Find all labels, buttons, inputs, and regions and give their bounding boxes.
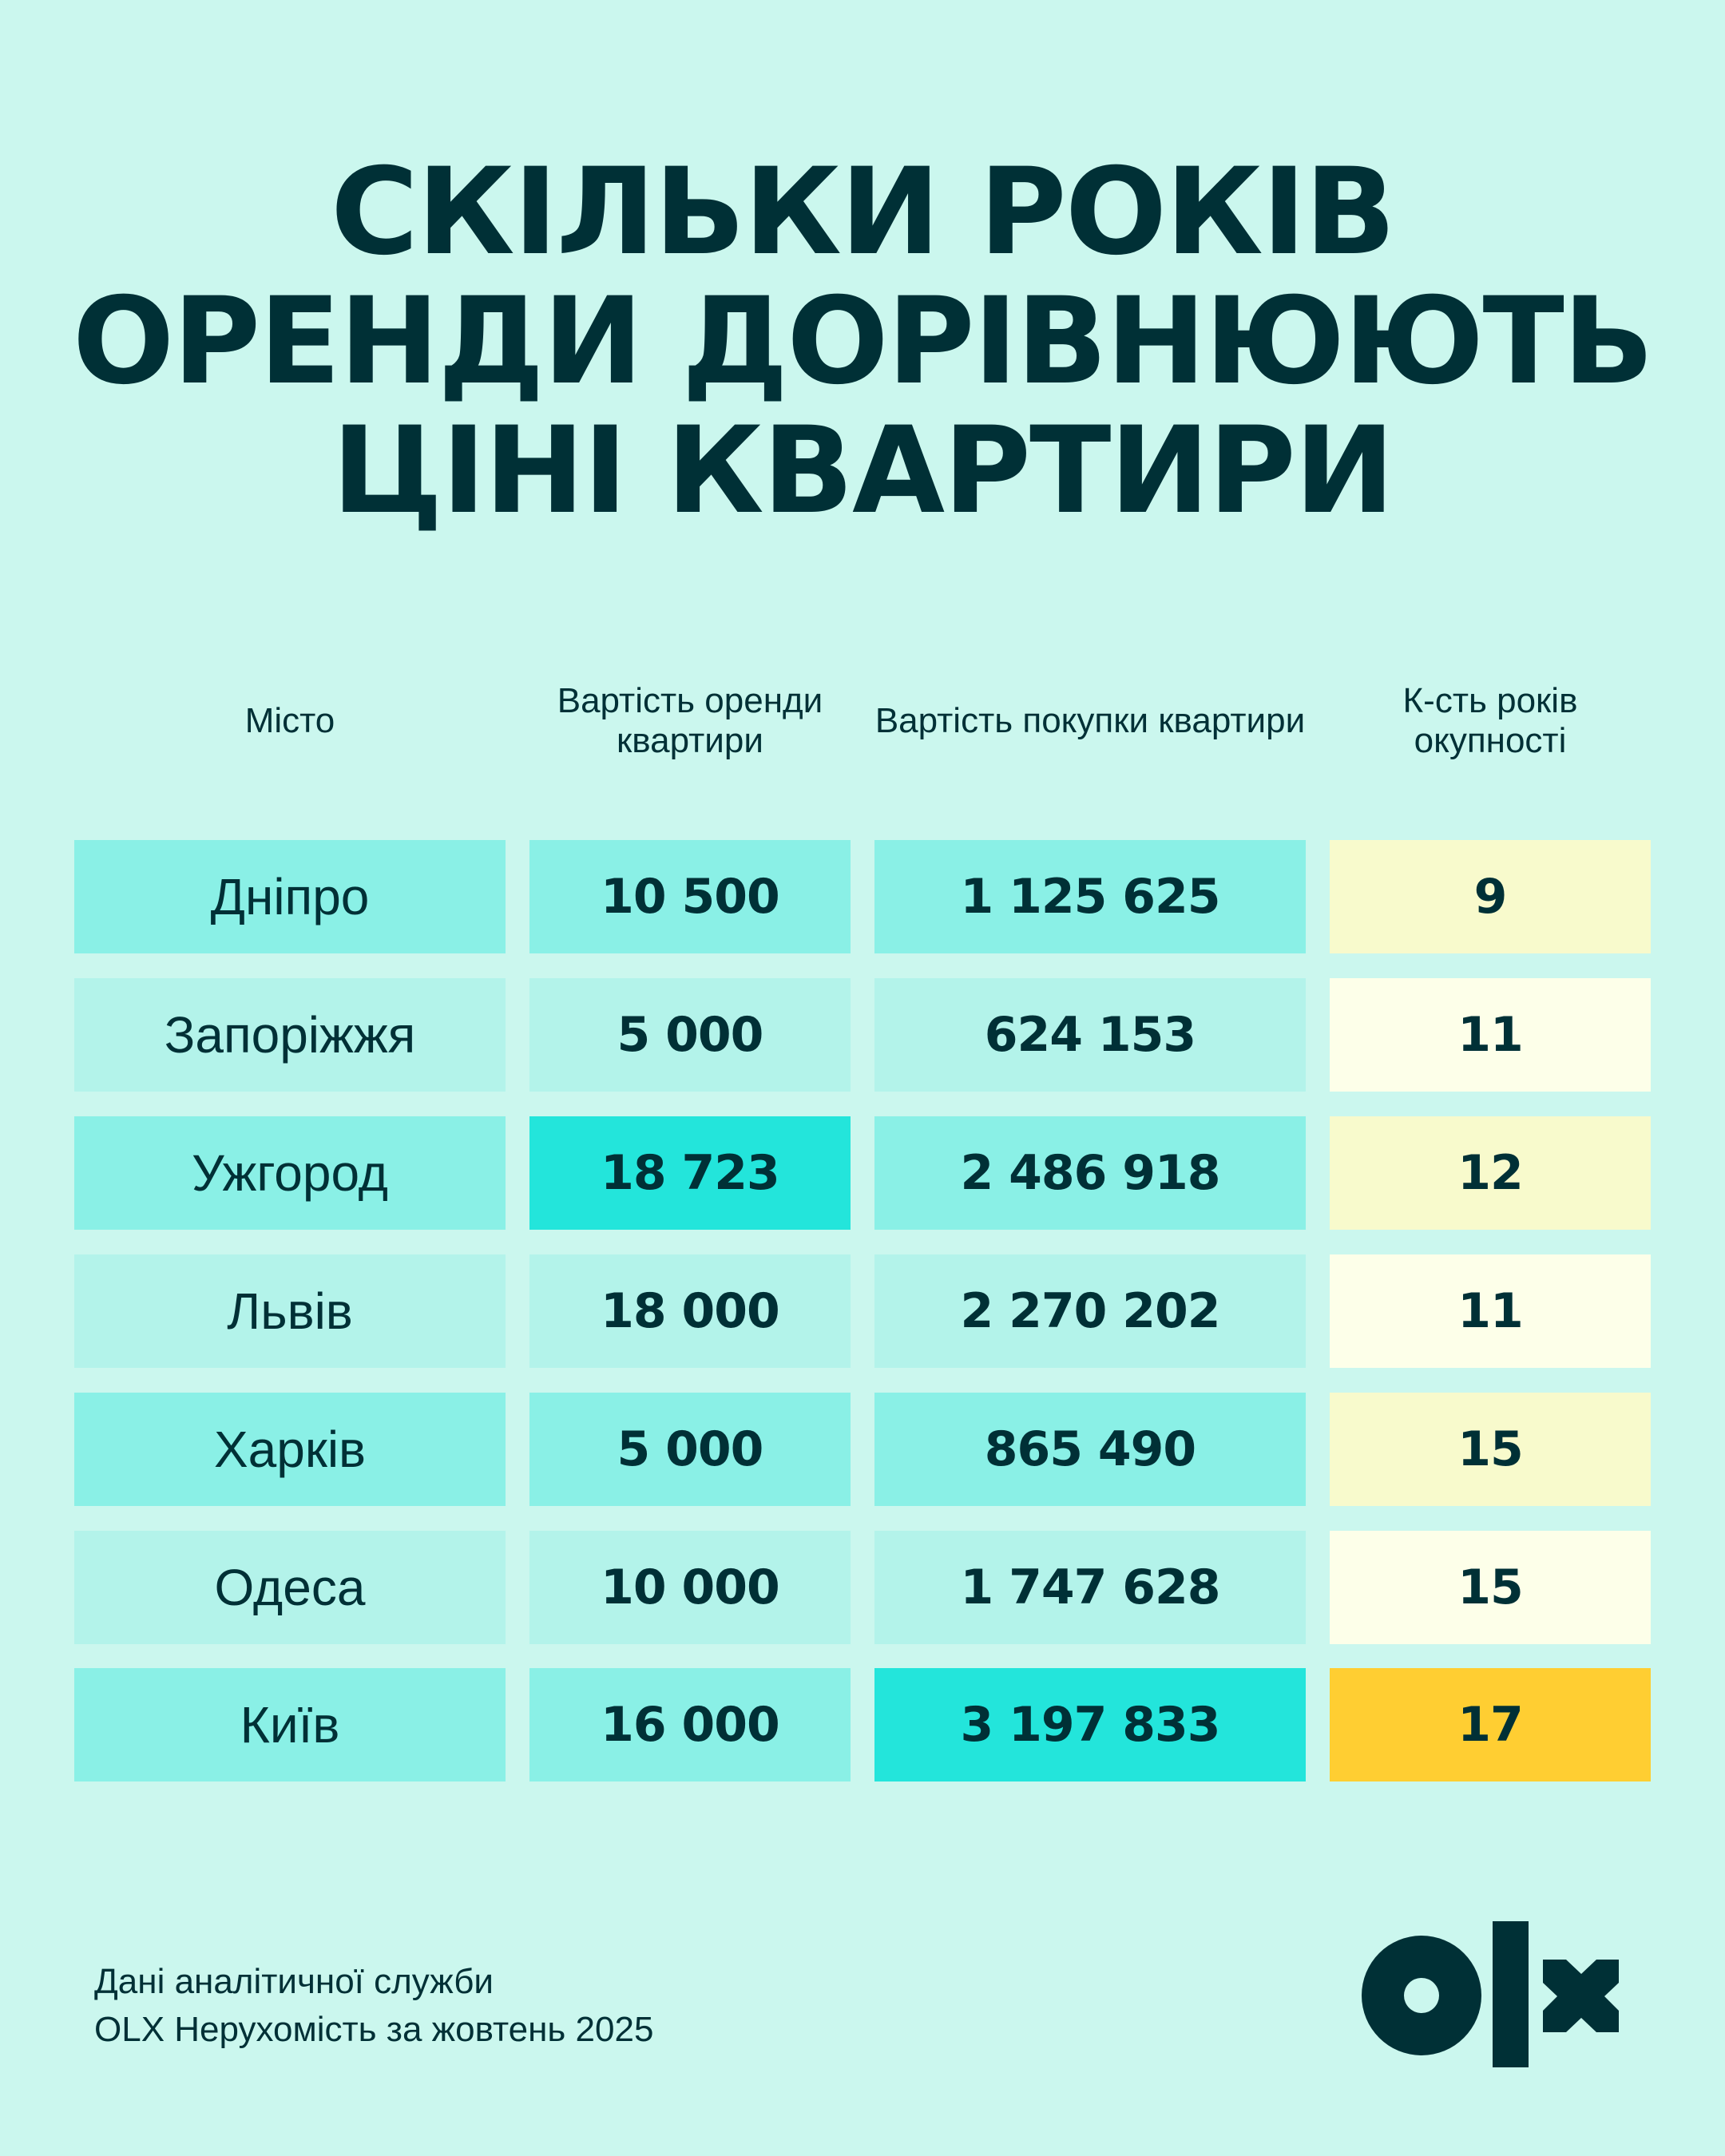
cell-city: Харків [74, 1393, 506, 1506]
page-title: СКІЛЬКИ РОКІВ ОРЕНДИ ДОРІВНЮЮТЬ ЦІНІ КВА… [0, 148, 1725, 536]
cell-rent: 5 000 [529, 978, 851, 1092]
cell-rent: 16 000 [529, 1668, 851, 1781]
table-row: Львів 18 000 2 270 202 11 [0, 1254, 1725, 1368]
cell-years-highlight: 17 [1330, 1668, 1651, 1781]
table-row: Харків 5 000 865 490 15 [0, 1393, 1725, 1506]
cell-city: Дніпро [74, 840, 506, 953]
cell-price: 1 747 628 [874, 1531, 1306, 1644]
header-city: Місто [244, 701, 335, 740]
cell-rent-highlight: 18 723 [529, 1116, 851, 1230]
title-line-1: СКІЛЬКИ РОКІВ [331, 143, 1396, 282]
cell-city: Одеса [74, 1531, 506, 1644]
title-line-3: ЦІНІ КВАРТИРИ [331, 402, 1395, 541]
cell-years: 15 [1330, 1531, 1651, 1644]
header-years: К-сть років окупності [1402, 681, 1578, 760]
table-row: Дніпро 10 500 1 125 625 9 [0, 840, 1725, 953]
cell-price: 865 490 [874, 1393, 1306, 1506]
cell-years: 12 [1330, 1116, 1651, 1230]
cell-city: Ужгород [74, 1116, 506, 1230]
olx-logo-icon [1362, 1919, 1619, 2068]
title-line-2: ОРЕНДИ ДОРІВНЮЮТЬ [72, 272, 1654, 411]
table-row: Київ 16 000 3 197 833 17 [0, 1668, 1725, 1781]
source-line-2: OLX Нерухомість за жовтень 2025 [94, 2010, 654, 2049]
cell-years: 15 [1330, 1393, 1651, 1506]
table-row: Ужгород 18 723 2 486 918 12 [0, 1116, 1725, 1230]
source-line-1: Дані аналітичної служби [94, 1962, 494, 2001]
cell-rent: 10 000 [529, 1531, 851, 1644]
cell-years: 9 [1330, 840, 1651, 953]
header-rent: Вартість оренди квартири [557, 681, 823, 760]
header-price: Вартість покупки квартири [874, 701, 1306, 740]
cell-price: 2 270 202 [874, 1254, 1306, 1368]
table-row: Запоріжжя 5 000 624 153 11 [0, 978, 1725, 1092]
cell-city: Львів [74, 1254, 506, 1368]
cell-price: 1 125 625 [874, 840, 1306, 953]
table-header: Місто Вартість оренди квартири Вартість … [0, 677, 1725, 765]
cell-city: Запоріжжя [74, 978, 506, 1092]
cell-rent: 5 000 [529, 1393, 851, 1506]
cell-price: 2 486 918 [874, 1116, 1306, 1230]
table-row: Одеса 10 000 1 747 628 15 [0, 1531, 1725, 1644]
cell-rent: 18 000 [529, 1254, 851, 1368]
cell-rent: 10 500 [529, 840, 851, 953]
cell-price: 624 153 [874, 978, 1306, 1092]
cell-price-highlight: 3 197 833 [874, 1668, 1306, 1781]
source-note: Дані аналітичної служби OLX Нерухомість … [94, 1958, 653, 2054]
cell-years: 11 [1330, 978, 1651, 1092]
cell-years: 11 [1330, 1254, 1651, 1368]
cell-city: Київ [74, 1668, 506, 1781]
